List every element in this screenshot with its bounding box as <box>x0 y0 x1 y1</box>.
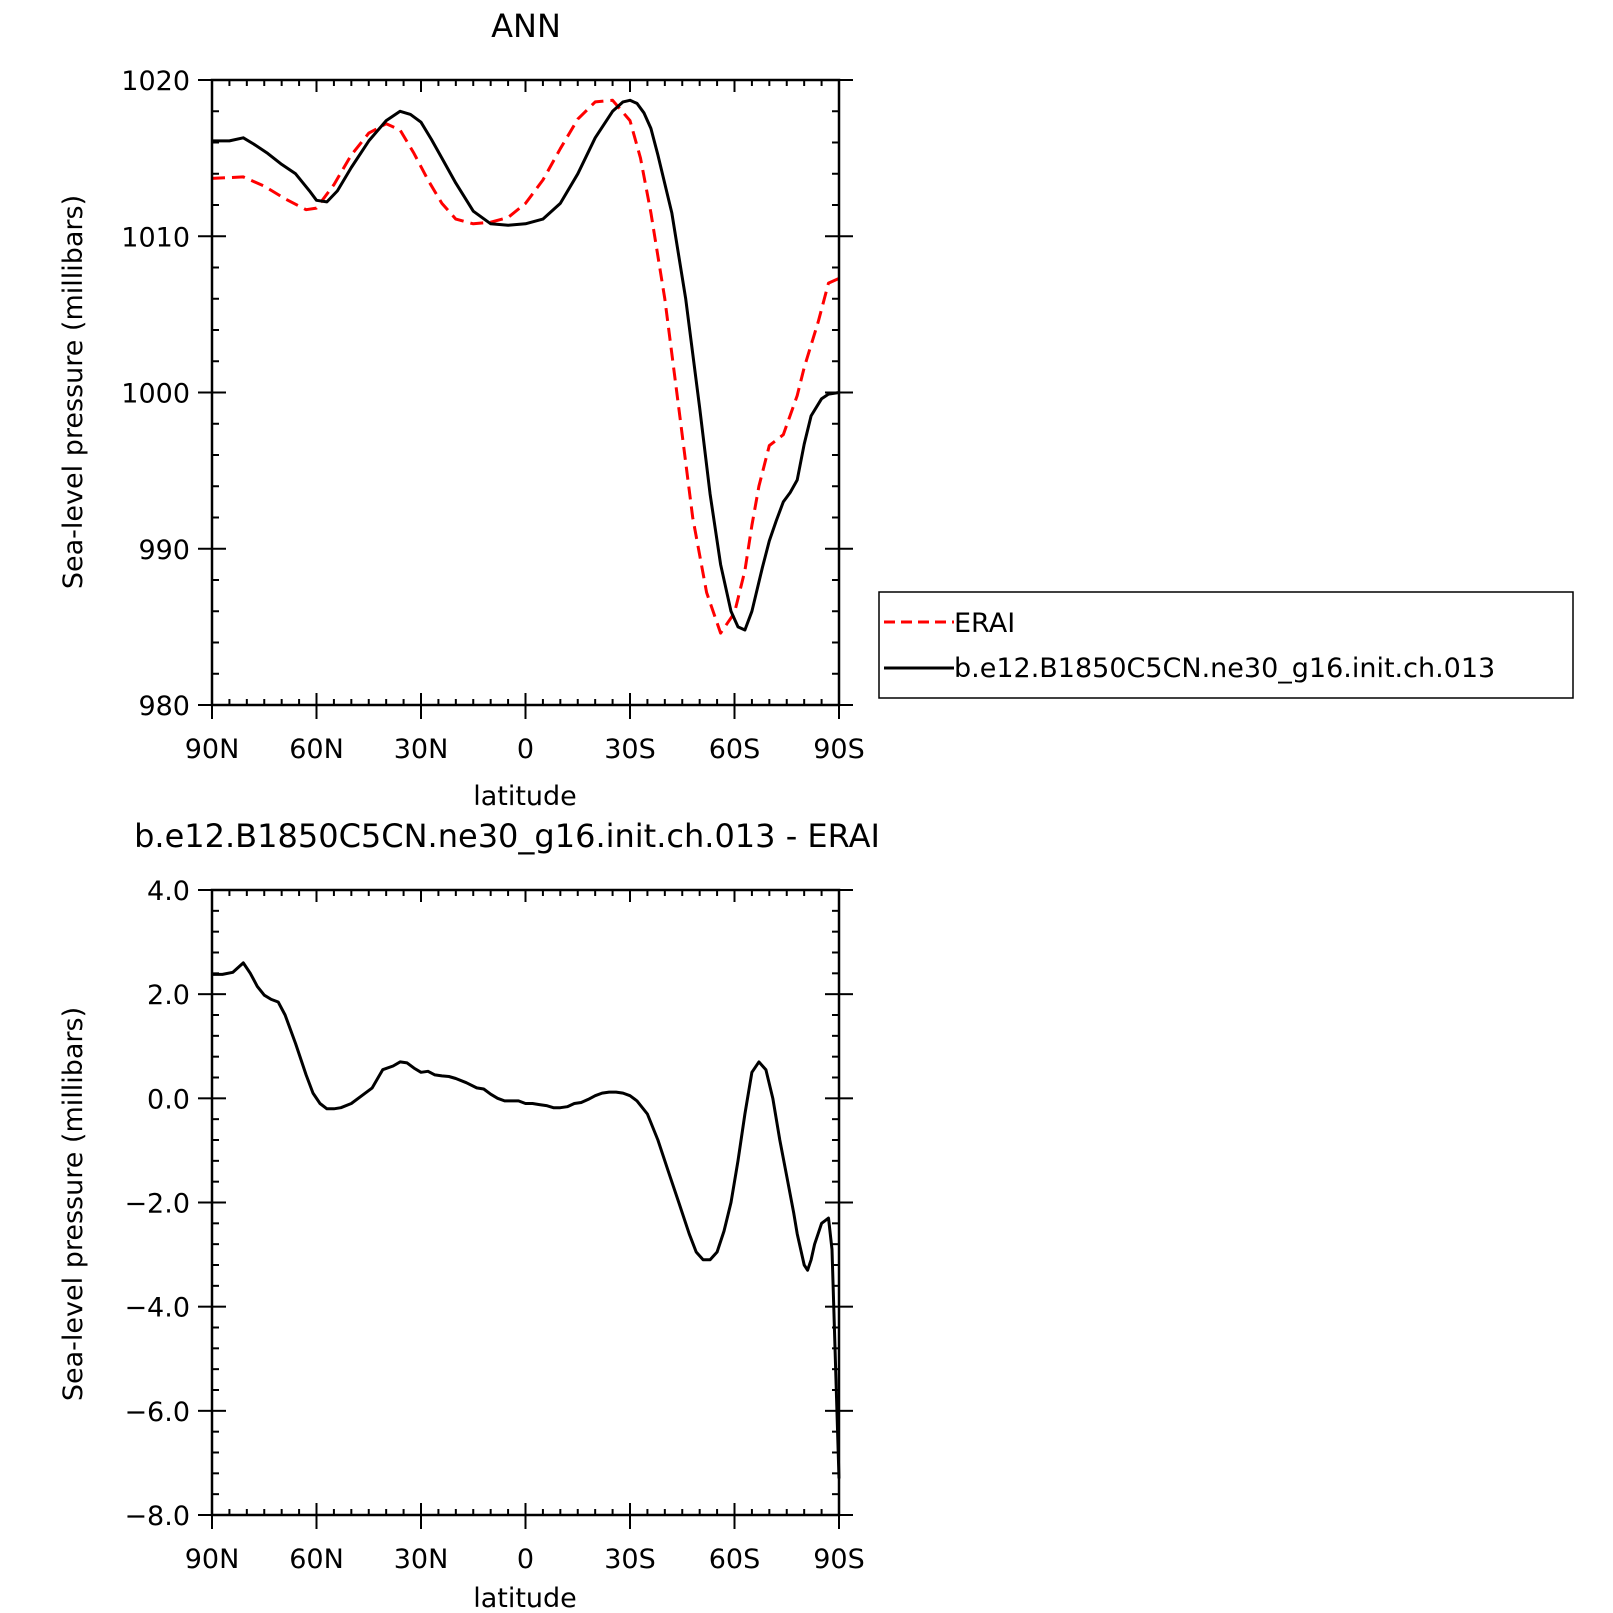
x-tick-label: 60N <box>289 1544 344 1575</box>
axis-ticks <box>198 889 853 1529</box>
chart-title: ANN <box>491 7 561 45</box>
x-tick-label: 90S <box>813 734 865 765</box>
legend-label-model: b.e12.B1850C5CN.ne30_g16.init.ch.013 <box>954 653 1495 684</box>
x-tick-labels: 90N 60N 30N 0 30S 60S 90S <box>185 734 865 765</box>
x-tick-labels: 90N 60N 30N 0 30S 60S 90S <box>185 1544 865 1575</box>
x-tick-label: 90S <box>813 1544 865 1575</box>
x-tick-label: 60N <box>289 734 344 765</box>
series-line-difference <box>212 961 841 1479</box>
x-tick-label: 30N <box>394 1544 449 1575</box>
series-line-b-e12-b1850c5cn-ne30-g16-init-ch-013 <box>212 98 840 632</box>
x-axis-label: latitude <box>473 1583 577 1613</box>
y-tick-label: 0.0 <box>147 1084 190 1115</box>
bottom-panel: b.e12.B1850C5CN.ne30_g16.init.ch.013 - E… <box>58 817 880 1613</box>
x-tick-label: 0 <box>517 1544 534 1575</box>
y-tick-label: 1000 <box>121 379 190 410</box>
y-tick-label: 980 <box>138 691 190 722</box>
y-axis-label-wrapper: Sea-level pressure (millibars) <box>58 1007 89 1401</box>
y-tick-label: 990 <box>138 535 190 566</box>
x-tick-label: 30S <box>604 734 656 765</box>
x-tick-label: 30S <box>604 1544 656 1575</box>
x-axis-label: latitude <box>473 781 577 812</box>
y-axis-label-wrapper: Sea-level pressure (millibars) <box>58 195 89 589</box>
plot-frame <box>210 888 841 1517</box>
y-axis-label: Sea-level pressure (millibars) <box>58 1007 89 1401</box>
x-tick-label: 0 <box>517 734 534 765</box>
y-tick-labels: 1020 1010 1000 990 980 <box>121 66 190 722</box>
legend: ERAI b.e12.B1850C5CN.ne30_g16.init.ch.01… <box>878 591 1574 699</box>
series-line-erai <box>211 98 840 635</box>
y-tick-label: −2.0 <box>124 1189 190 1220</box>
y-tick-labels: 4.0 2.0 0.0 −2.0 −4.0 −6.0 −8.0 <box>124 876 190 1532</box>
y-tick-label: −4.0 <box>124 1293 190 1324</box>
y-tick-label: 1020 <box>121 66 190 97</box>
plot-frame <box>210 78 841 707</box>
x-tick-label: 60S <box>709 734 761 765</box>
y-tick-label: −8.0 <box>124 1501 190 1532</box>
legend-label-erai: ERAI <box>954 608 1015 639</box>
y-tick-label: −6.0 <box>124 1397 190 1428</box>
plot-series <box>212 961 841 1479</box>
chart-title: b.e12.B1850C5CN.ne30_g16.init.ch.013 - E… <box>134 817 880 855</box>
y-axis-label: Sea-level pressure (millibars) <box>58 195 89 589</box>
x-tick-label: 30N <box>394 734 449 765</box>
x-tick-label: 90N <box>185 1544 240 1575</box>
x-tick-label: 90N <box>185 734 240 765</box>
legend-box <box>878 591 1574 699</box>
y-tick-label: 2.0 <box>147 980 190 1011</box>
y-tick-label: 1010 <box>121 222 190 253</box>
plot-series <box>211 98 840 635</box>
top-panel: ANN Sea-level pressure (millibars) latit… <box>58 7 865 812</box>
x-tick-label: 60S <box>709 1544 761 1575</box>
y-tick-label: 4.0 <box>147 876 190 907</box>
